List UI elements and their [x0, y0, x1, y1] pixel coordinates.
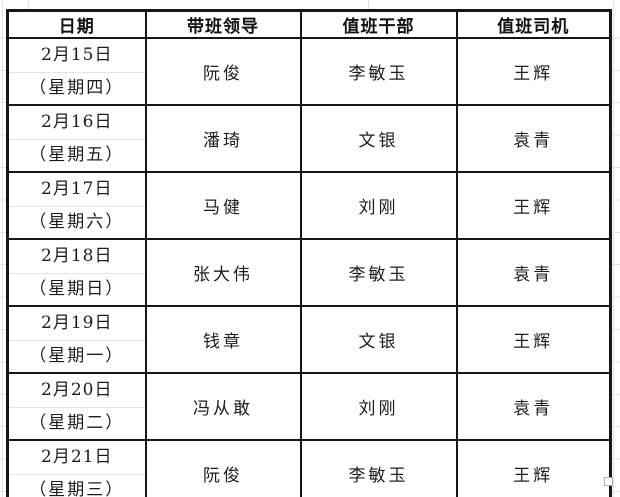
driver-cell: 王辉 [455, 439, 612, 497]
weekday-text: （星期四） [29, 77, 125, 98]
cadre-cell: 文银 [299, 104, 458, 173]
weekday-text: （星期三） [29, 479, 125, 497]
column-header-driver: 值班司机 [455, 9, 612, 39]
date-text: 2月18日 [41, 246, 113, 267]
weekday-text: （星期日） [29, 278, 125, 299]
column-header-date: 日期 [6, 9, 147, 39]
date-cell: 2月16日 （星期五） [6, 104, 147, 173]
date-text: 2月19日 [41, 313, 113, 334]
leader-cell: 阮俊 [144, 439, 302, 497]
leader-cell: 张大伟 [144, 238, 302, 307]
date-cell: 2月21日 （星期三） [6, 439, 147, 497]
spreadsheet-gridline-vertical [2, 0, 3, 497]
driver-cell: 袁青 [455, 238, 612, 307]
date-cell: 2月17日 （星期六） [6, 171, 147, 240]
table-row: 2月15日 （星期四） 阮俊 李敏玉 王辉 [6, 37, 612, 106]
driver-cell: 王辉 [455, 37, 612, 106]
table-row: 2月18日 （星期日） 张大伟 李敏玉 袁青 [6, 238, 612, 307]
cadre-cell: 刘刚 [299, 171, 458, 240]
date-cell: 2月15日 （星期四） [6, 37, 147, 106]
cadre-cell: 文银 [299, 305, 458, 374]
weekday-text: （星期二） [29, 412, 125, 433]
selection-handle[interactable] [604, 477, 613, 486]
date-cell: 2月19日 （星期一） [6, 305, 147, 374]
column-header-cadre: 值班干部 [299, 9, 458, 39]
driver-cell: 王辉 [455, 171, 612, 240]
cadre-cell: 刘刚 [299, 372, 458, 441]
date-text: 2月15日 [41, 45, 113, 66]
date-cell: 2月18日 （星期日） [6, 238, 147, 307]
spreadsheet-gridline-vertical [613, 0, 614, 497]
cadre-cell: 李敏玉 [299, 238, 458, 307]
table-row: 2月19日 （星期一） 钱章 文银 王辉 [6, 305, 612, 374]
weekday-text: （星期六） [29, 211, 125, 232]
driver-cell: 袁青 [455, 104, 612, 173]
leader-cell: 马健 [144, 171, 302, 240]
leader-cell: 潘琦 [144, 104, 302, 173]
weekday-text: （星期五） [29, 144, 125, 165]
date-text: 2月16日 [41, 112, 113, 133]
date-cell: 2月20日 （星期二） [6, 372, 147, 441]
table-row: 2月20日 （星期二） 冯从敢 刘刚 袁青 [6, 372, 612, 441]
driver-cell: 王辉 [455, 305, 612, 374]
column-header-leader: 带班领导 [144, 9, 302, 39]
date-text: 2月21日 [41, 447, 113, 468]
spreadsheet-gridline-vertical [368, 0, 369, 9]
date-text: 2月20日 [41, 380, 113, 401]
leader-cell: 冯从敢 [144, 372, 302, 441]
right-margin-gridlines [612, 0, 620, 497]
driver-cell: 袁青 [455, 372, 612, 441]
table-row: 2月17日 （星期六） 马健 刘刚 王辉 [6, 171, 612, 240]
leader-cell: 阮俊 [144, 37, 302, 106]
cadre-cell: 李敏玉 [299, 37, 458, 106]
cadre-cell: 李敏玉 [299, 439, 458, 497]
header-row: 日期 带班领导 值班干部 值班司机 [6, 9, 612, 39]
weekday-text: （星期一） [29, 345, 125, 366]
table-row: 2月16日 （星期五） 潘琦 文银 袁青 [6, 104, 612, 173]
left-margin-gridlines [0, 0, 6, 497]
spreadsheet-gridline-vertical [28, 0, 29, 9]
leader-cell: 钱章 [144, 305, 302, 374]
duty-roster-table: 日期 带班领导 值班干部 值班司机 2月15日 （星期四） 阮俊 李敏玉 王辉 [6, 9, 612, 497]
table-row: 2月21日 （星期三） 阮俊 李敏玉 王辉 [6, 439, 612, 497]
date-text: 2月17日 [41, 179, 113, 200]
